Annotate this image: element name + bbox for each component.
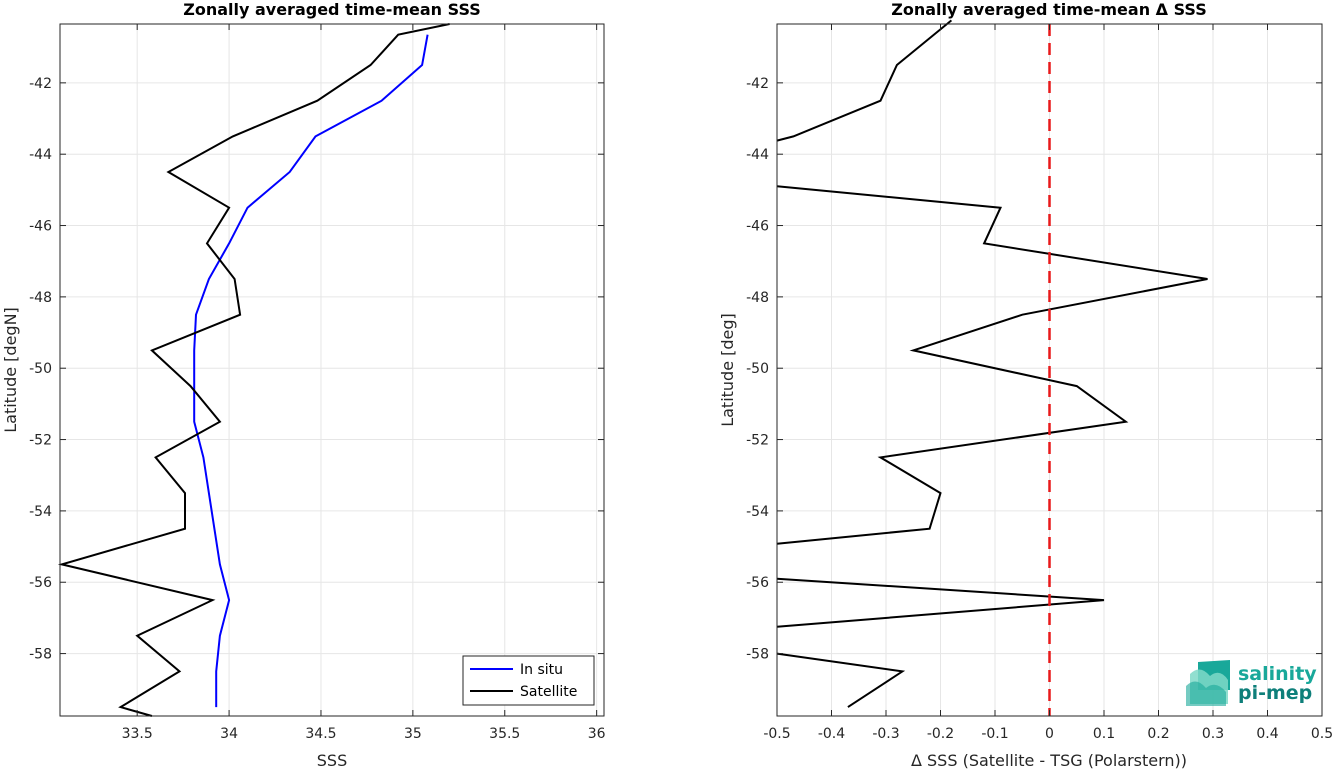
- sss-ytick-label: -58: [29, 647, 52, 663]
- delta-sss-series-delta-sss-segment-2: [776, 185, 1208, 545]
- sss-panel: 33.5 34 34.5 35 35.5 36 -58 -56 -54 -52 -50 -48 -46 -…: [1, 0, 606, 769]
- sss-grid: [60, 24, 604, 716]
- sss-xtick-label: 33.5: [122, 726, 153, 742]
- delta-sss-xtick-label: 0: [1045, 726, 1054, 742]
- delta-sss-xtick-label: 0.1: [1093, 726, 1115, 742]
- sss-series-satellite: [57, 23, 450, 717]
- logo-text-pi-mep: pi-mep: [1238, 682, 1312, 704]
- delta-sss-xtick-label: -0.4: [818, 726, 845, 742]
- sss-lines: [57, 23, 450, 717]
- delta-sss-xtick-label: 0.5: [1311, 726, 1333, 742]
- sss-tick-labels: 33.5 34 34.5 35 35.5 36 -58 -56 -54 -52 -50 -48 -46 -…: [29, 24, 606, 742]
- delta-sss-xtick-label: 0.4: [1256, 726, 1278, 742]
- sss-ytick-label: -56: [29, 575, 52, 591]
- sss-ytick-label: -46: [29, 219, 52, 235]
- sss-ytick-label: -44: [29, 147, 52, 163]
- delta-sss-ytick-label: -48: [746, 290, 769, 306]
- delta-sss-ytick-label: -42: [746, 76, 769, 92]
- legend-label-satellite: Satellite: [520, 684, 577, 700]
- sss-title: Zonally averaged time-mean SSS: [183, 0, 481, 19]
- delta-sss-title: Zonally averaged time-mean Δ SSS: [891, 0, 1207, 19]
- sss-ytick-label: -50: [29, 361, 52, 377]
- delta-sss-ytick-label: -56: [746, 575, 769, 591]
- sss-xtick-label: 35.5: [489, 726, 520, 742]
- sss-xtick-label: 36: [588, 726, 606, 742]
- sss-ylabel: Latitude [degN]: [1, 307, 20, 433]
- delta-sss-ytick-label: -54: [746, 504, 769, 520]
- delta-sss-ytick-label: -50: [746, 361, 769, 377]
- delta-sss-xtick-label: -0.3: [872, 726, 899, 742]
- delta-sss-lines: [776, 19, 1208, 708]
- delta-sss-series-delta-sss-segment-1: [776, 19, 953, 142]
- delta-sss-panel: -0.5 -0.4 -0.3 -0.2 -0.1 0 0.1 0.2 0.3 0.4 0.5 -58 -…: [718, 0, 1333, 769]
- logo-wave-icon: [1186, 660, 1230, 706]
- delta-sss-xtick-label: 0.3: [1202, 726, 1224, 742]
- delta-sss-xlabel: Δ SSS (Satellite - TSG (Polarstern)): [911, 751, 1187, 769]
- legend-label-in-situ: In situ: [520, 662, 563, 678]
- delta-sss-tick-labels: -0.5 -0.4 -0.3 -0.2 -0.1 0 0.1 0.2 0.3 0.4 0.5 -58 -…: [746, 24, 1333, 742]
- sss-xtick-label: 35: [404, 726, 422, 742]
- logo-text-salinity: salinity: [1238, 663, 1317, 685]
- legend: In situ Satellite: [462, 655, 595, 706]
- delta-sss-xtick-label: -0.1: [981, 726, 1008, 742]
- delta-sss-series-delta-sss-segment-3: [776, 577, 1105, 628]
- delta-sss-ytick-label: -46: [746, 219, 769, 235]
- sss-ytick-label: -54: [29, 504, 52, 520]
- sss-xlabel: SSS: [317, 751, 347, 769]
- delta-sss-series-delta-sss-segment-4: [776, 652, 906, 708]
- delta-sss-ylabel: Latitude [deg]: [718, 313, 737, 427]
- sss-xtick-label: 34: [220, 726, 238, 742]
- legend-box: [462, 655, 595, 706]
- sss-ytick-label: -48: [29, 290, 52, 306]
- sss-ytick-label: -52: [29, 433, 52, 449]
- delta-sss-ytick-label: -58: [746, 647, 769, 663]
- delta-sss-ytick-label: -52: [746, 433, 769, 449]
- sss-axes-box: [59, 23, 605, 717]
- delta-sss-xtick-label: 0.2: [1147, 726, 1169, 742]
- sss-xtick-label: 34.5: [305, 726, 336, 742]
- delta-sss-xtick-label: -0.5: [763, 726, 790, 742]
- sss-plot-area: [60, 24, 604, 716]
- salinity-pi-mep-logo: salinity pi-mep: [1186, 660, 1317, 706]
- delta-sss-ytick-label: -44: [746, 147, 769, 163]
- delta-sss-xtick-label: -0.2: [927, 726, 954, 742]
- sss-ytick-label: -42: [29, 76, 52, 92]
